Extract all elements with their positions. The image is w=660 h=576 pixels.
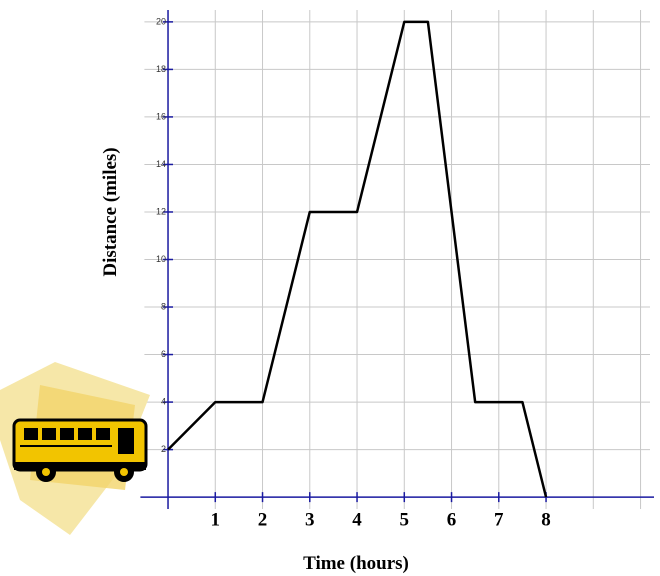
y-tick-label: 4	[161, 396, 166, 406]
x-tick-label: 6	[447, 509, 457, 530]
y-tick-label: 18	[156, 64, 166, 74]
y-tick-label: 20	[156, 16, 166, 26]
x-tick-label: 1	[211, 509, 221, 530]
y-tick-label: 10	[156, 254, 166, 264]
x-tick-label: 8	[541, 509, 551, 530]
y-tick-label: 12	[156, 206, 166, 216]
y-tick-label: 14	[156, 159, 166, 169]
x-tick-label: 7	[494, 509, 504, 530]
x-tick-label: 5	[400, 509, 410, 530]
bus-clipart	[0, 362, 150, 535]
y-tick-label: 16	[156, 111, 166, 121]
y-tick-label: 2	[161, 444, 166, 454]
x-tick-label: 3	[305, 509, 315, 530]
data-line	[167, 20, 548, 498]
x-tick-label: 2	[258, 509, 268, 530]
x-tick-label: 4	[352, 509, 362, 530]
y-tick-label: 8	[161, 301, 166, 311]
y-axis-title: Distance (miles)	[100, 147, 121, 276]
y-tick-label: 6	[161, 349, 166, 359]
x-axis-title: Time (hours)	[303, 553, 409, 574]
